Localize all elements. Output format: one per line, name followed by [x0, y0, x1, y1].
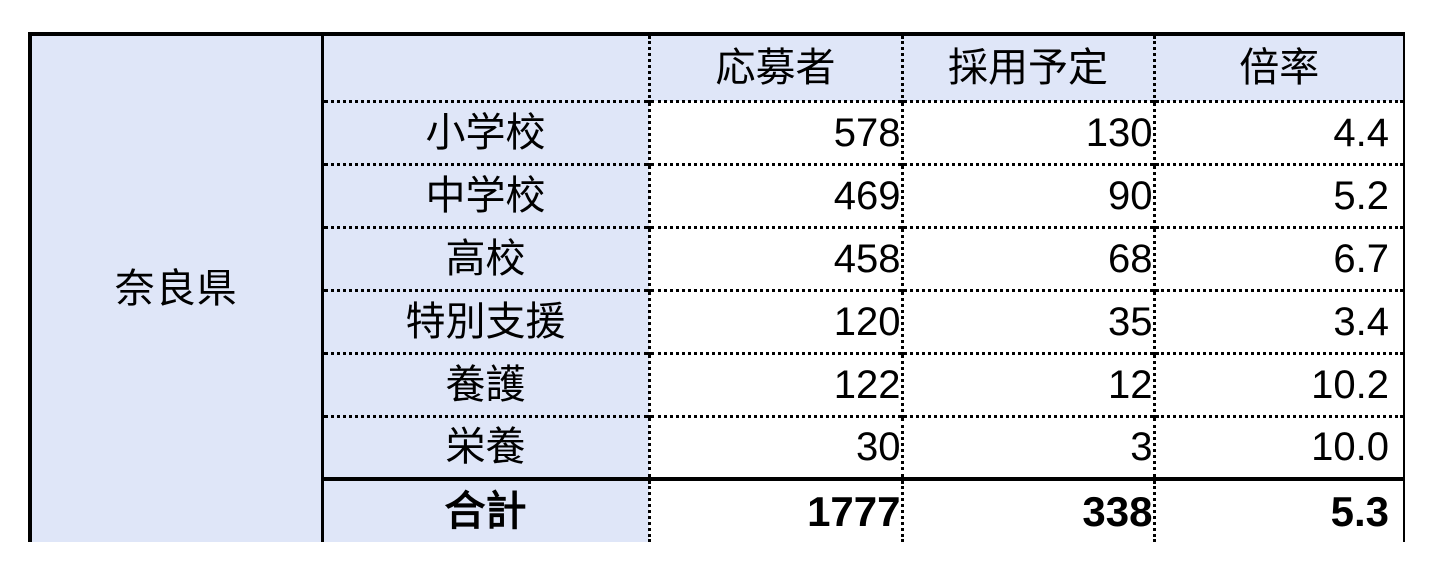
- cell-planned-nursing: 12: [902, 351, 1156, 416]
- recruitment-stats-table: 奈良県 応募者 採用予定 倍率 小学校 578 130 4.4 中学校 469: [28, 32, 1405, 542]
- row-label-nutrition: 栄養: [322, 414, 651, 479]
- cell-ratio-juniorhigh: 5.2: [1154, 162, 1403, 227]
- prefecture-label: 奈良県: [114, 267, 238, 311]
- cell-applicants-specialneeds: 120: [649, 288, 904, 353]
- cell-applicants-juniorhigh: 469: [649, 162, 904, 227]
- row-label-specialneeds: 特別支援: [322, 288, 651, 353]
- cell-applicants-nutrition: 30: [649, 414, 904, 479]
- stats-table: 奈良県 応募者 採用予定 倍率 小学校 578 130 4.4 中学校 469: [32, 36, 1403, 542]
- cell-planned-specialneeds: 35: [902, 288, 1156, 353]
- table-row: 養護 122 12 10.2: [32, 351, 1403, 416]
- row-label-total: 合計: [322, 477, 651, 542]
- row-label-juniorhigh: 中学校: [322, 162, 651, 227]
- cell-ratio-nursing: 10.2: [1154, 351, 1403, 416]
- cell-planned-juniorhigh: 90: [902, 162, 1156, 227]
- table-total-row: 合計 1777 338 5.3: [32, 477, 1403, 542]
- cell-planned-nutrition: 3: [902, 414, 1156, 479]
- table-row: 中学校 469 90 5.2: [32, 162, 1403, 227]
- prefecture-cell: 奈良県: [32, 36, 324, 542]
- column-header-ratio: 倍率: [1154, 36, 1403, 101]
- cell-applicants-total: 1777: [649, 477, 904, 542]
- row-label-nursing: 養護: [322, 351, 651, 416]
- cell-applicants-nursing: 122: [649, 351, 904, 416]
- corner-header-cell: [322, 36, 651, 101]
- table-body: 奈良県 応募者 採用予定 倍率 小学校 578 130 4.4 中学校 469: [32, 36, 1403, 542]
- cell-ratio-specialneeds: 3.4: [1154, 288, 1403, 353]
- cell-ratio-highschool: 6.7: [1154, 225, 1403, 290]
- cell-planned-elementary: 130: [902, 99, 1156, 164]
- row-label-highschool: 高校: [322, 225, 651, 290]
- cell-applicants-elementary: 578: [649, 99, 904, 164]
- cell-applicants-highschool: 458: [649, 225, 904, 290]
- column-header-applicants: 応募者: [649, 36, 904, 101]
- row-label-elementary: 小学校: [322, 99, 651, 164]
- cell-ratio-elementary: 4.4: [1154, 99, 1403, 164]
- table-header-row: 奈良県 応募者 採用予定 倍率: [32, 36, 1403, 542]
- cell-ratio-nutrition: 10.0: [1154, 414, 1403, 479]
- cell-planned-total: 338: [902, 477, 1156, 542]
- table-row: 特別支援 120 35 3.4: [32, 288, 1403, 353]
- table-row: 栄養 30 3 10.0: [32, 414, 1403, 479]
- table-row: 小学校 578 130 4.4: [32, 99, 1403, 164]
- column-header-planned: 採用予定: [902, 36, 1156, 101]
- table-row: 高校 458 68 6.7: [32, 225, 1403, 290]
- cell-ratio-total: 5.3: [1154, 477, 1403, 542]
- cell-planned-highschool: 68: [902, 225, 1156, 290]
